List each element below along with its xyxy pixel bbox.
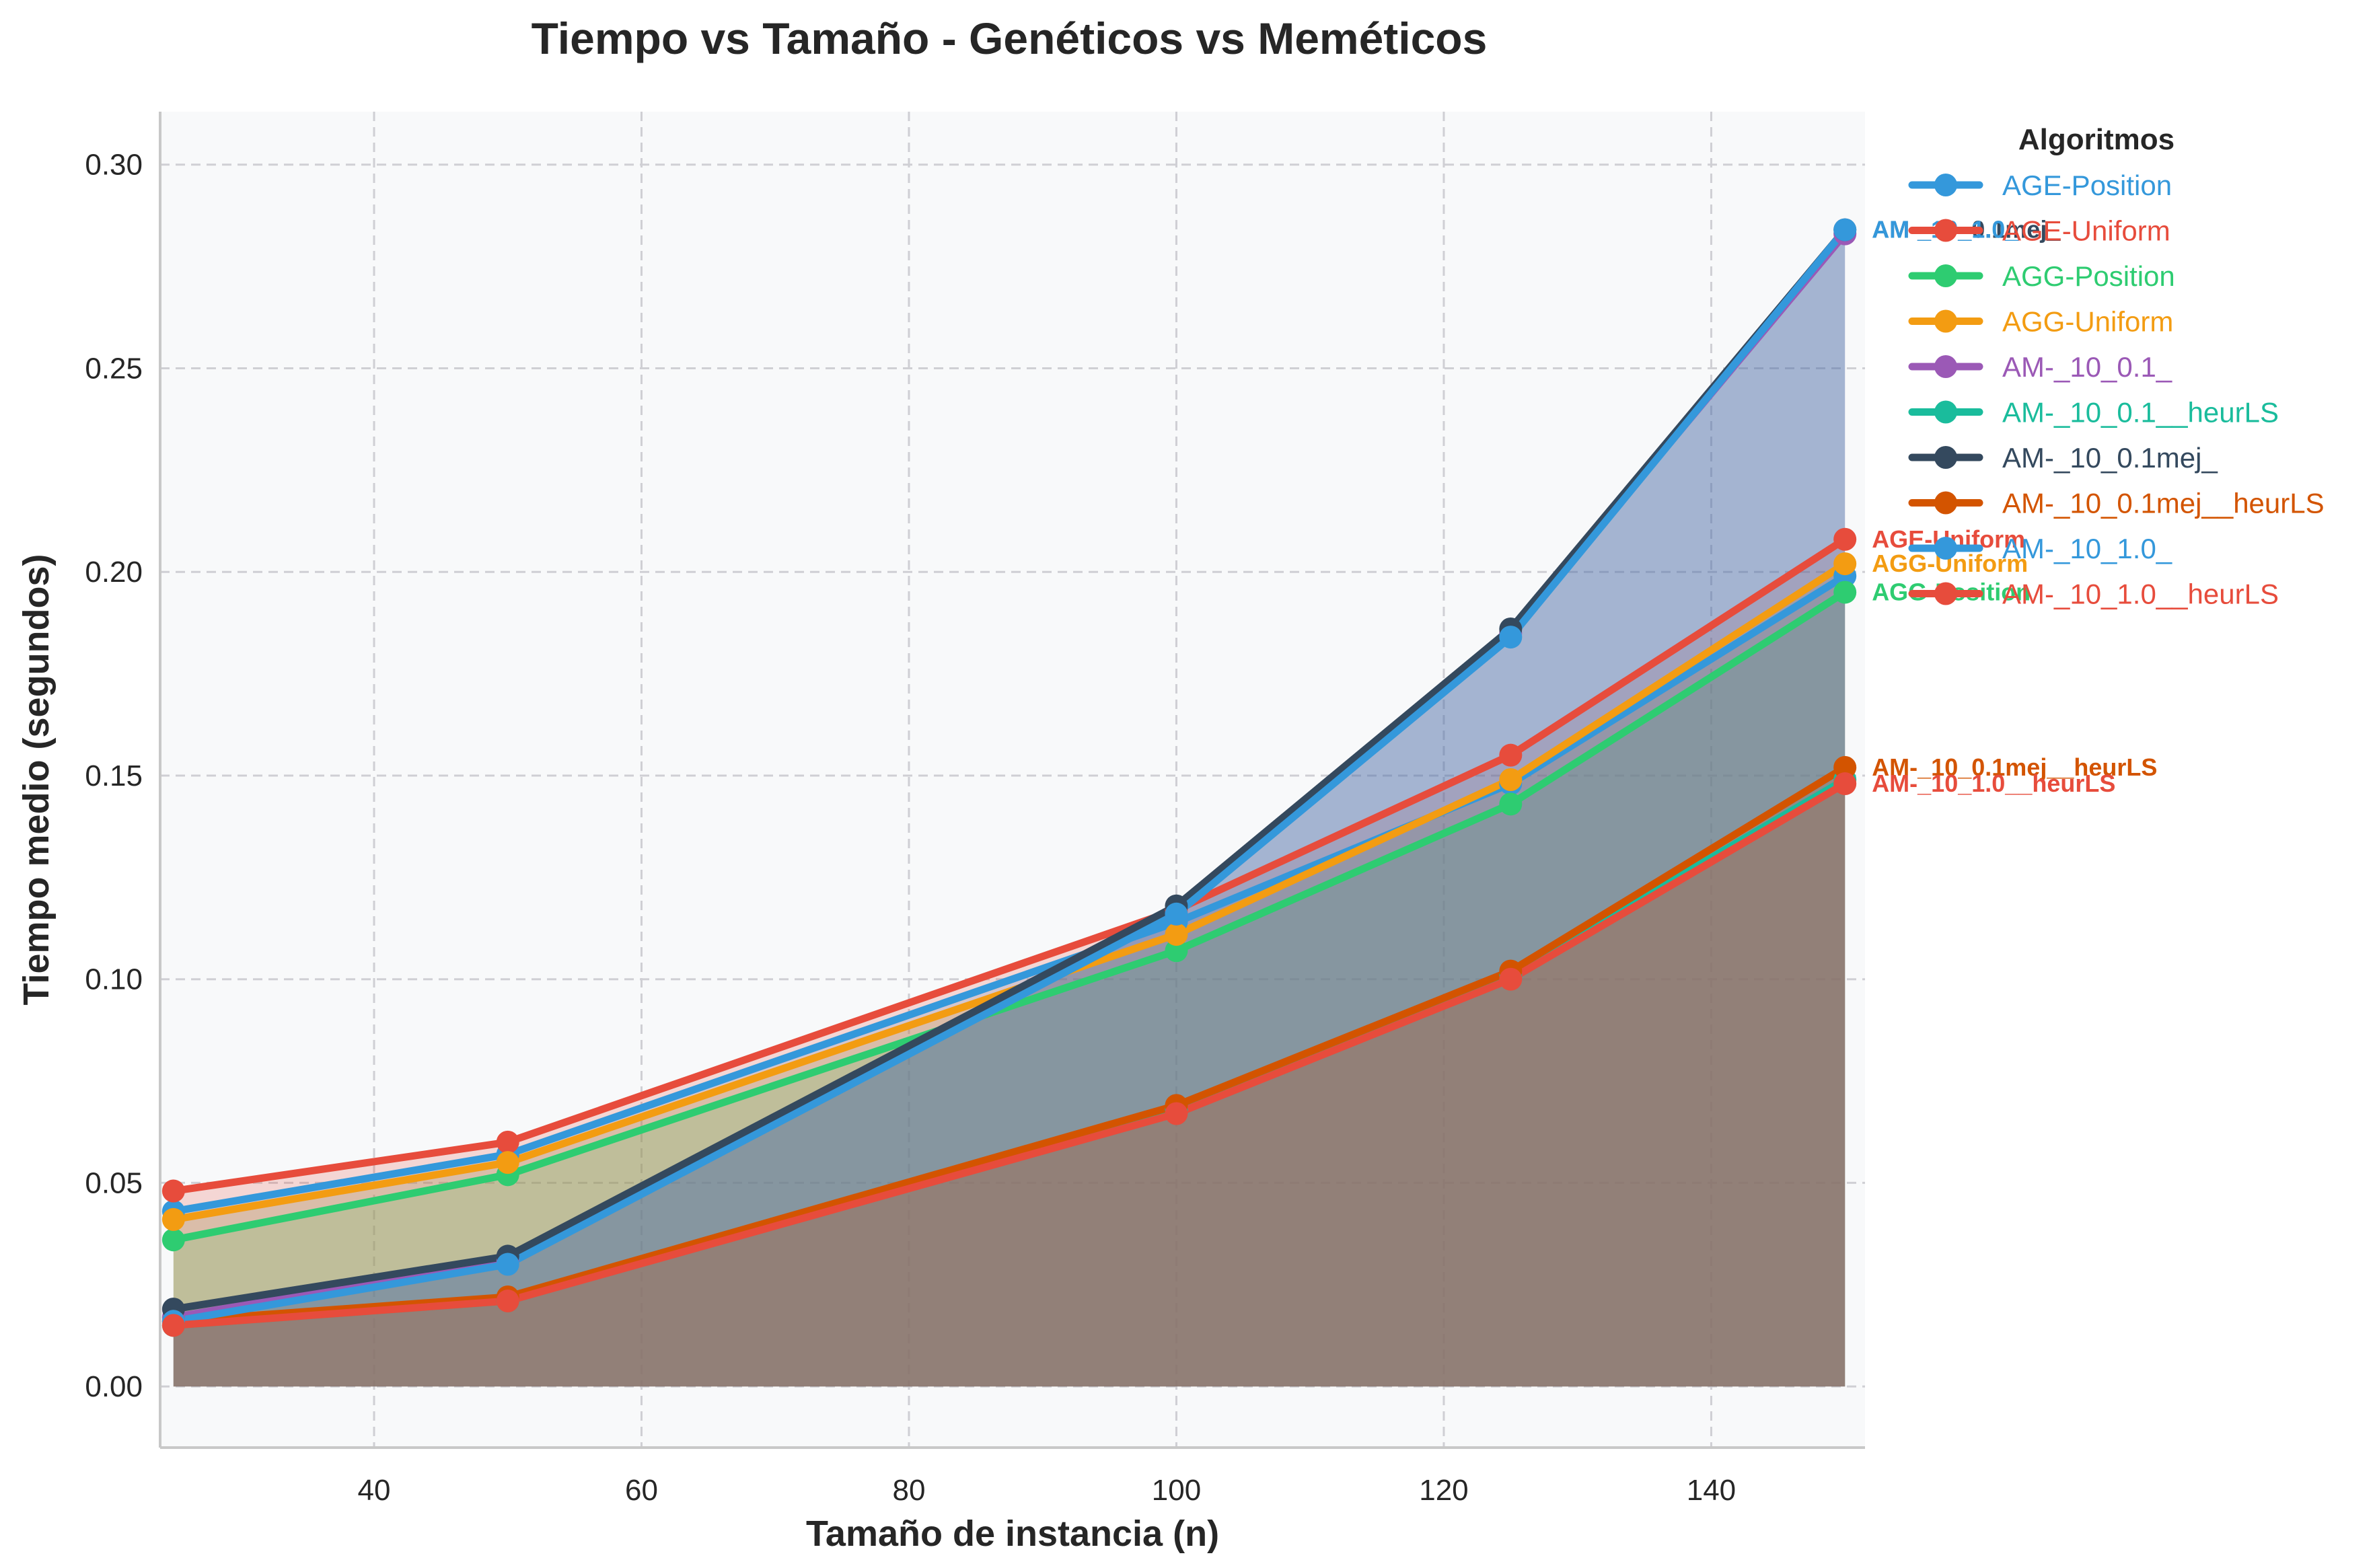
- x-tick-label: 80: [892, 1474, 925, 1507]
- data-point: [1833, 527, 1857, 551]
- legend-marker: [1934, 446, 1957, 469]
- series-area-2: [173, 592, 1846, 1387]
- data-point: [496, 1130, 519, 1154]
- data-point: [1499, 626, 1523, 649]
- legend-marker: [1934, 537, 1957, 560]
- data-point: [1833, 218, 1857, 241]
- legend-marker: [1934, 309, 1957, 333]
- legend-item[interactable]: AGG-Position: [1908, 260, 2175, 292]
- end-label-5: AM-_10_0.1mej__heurLS: [1872, 753, 2157, 781]
- legend-title: Algoritmos: [2018, 123, 2175, 156]
- data-point: [1499, 792, 1523, 816]
- legend-label: AM-_10_1.0__heurLS: [2002, 578, 2279, 610]
- axes: [159, 112, 1865, 1449]
- data-point: [1165, 923, 1188, 946]
- legend-item[interactable]: AGE-Uniform: [1908, 215, 2170, 247]
- legend-label: AM-_10_0.1__heurLS: [2002, 397, 2279, 428]
- legend-item[interactable]: AM-_10_1.0__heurLS: [1908, 578, 2279, 610]
- legend-label: AM-_10_0.1mej__heurLS: [2002, 488, 2325, 519]
- data-point: [1499, 768, 1523, 791]
- x-tick-label: 40: [358, 1474, 391, 1507]
- data-point: [161, 1179, 185, 1203]
- series-area-8: [173, 229, 1846, 1387]
- series-area-3: [173, 564, 1846, 1387]
- legend-marker: [1934, 355, 1957, 378]
- legend-marker: [1934, 174, 1957, 196]
- series-area-7: [173, 767, 1846, 1387]
- series-points: [161, 218, 1857, 1337]
- y-tick-label: 0.10: [85, 963, 143, 996]
- data-point: [496, 1151, 519, 1174]
- x-tick-label: 100: [1152, 1474, 1201, 1507]
- legend-label: AM-_10_0.1mej_: [2002, 442, 2218, 474]
- legend-label: AGG-Position: [2002, 260, 2175, 292]
- plot-area: [160, 112, 1865, 1448]
- series-areas: [173, 229, 1846, 1387]
- data-point: [1833, 581, 1857, 604]
- legend-label: AGG-Uniform: [2002, 306, 2173, 338]
- x-axis-label: Tamaño de instancia (n): [806, 1514, 1219, 1554]
- data-point: [1165, 902, 1188, 926]
- data-point: [1833, 755, 1857, 779]
- y-tick-label: 0.05: [85, 1166, 143, 1199]
- legend-label: AGE-Uniform: [2002, 215, 2170, 247]
- legend-item[interactable]: AM-_10_0.1mej__heurLS: [1908, 488, 2325, 519]
- legend-item[interactable]: AGE-Position: [1908, 170, 2172, 201]
- y-tick-label: 0.15: [85, 759, 143, 792]
- y-tick-label: 0.30: [85, 149, 143, 182]
- data-point: [1499, 967, 1523, 991]
- legend-marker: [1934, 582, 1957, 605]
- legend-marker: [1934, 491, 1957, 515]
- data-point: [1499, 743, 1523, 767]
- chart-title: Tiempo vs Tamaño - Genéticos vs Memético…: [532, 13, 1488, 63]
- data-point: [1165, 939, 1188, 963]
- series-area-4: [173, 233, 1846, 1387]
- data-point: [496, 1290, 519, 1313]
- data-point: [496, 1253, 519, 1276]
- series-area-5: [173, 780, 1846, 1387]
- legend-marker: [1934, 219, 1957, 242]
- tick-labels: 40 60 80 100 120 140 0.00 0.05 0.10 0.15 0.20 0.25 0…: [85, 149, 1736, 1507]
- legend-item[interactable]: AGG-Uniform: [1908, 306, 2173, 338]
- legend-label: AM-_10_1.0_: [2002, 533, 2172, 564]
- data-point: [161, 1207, 185, 1231]
- data-point: [1165, 1102, 1188, 1125]
- end-label-6: AM-_10_1.0__heurLS: [1872, 770, 2115, 797]
- legend-label: AGE-Position: [2002, 170, 2172, 201]
- x-tick-label: 120: [1419, 1474, 1468, 1507]
- y-tick-label: 0.25: [85, 352, 143, 385]
- legend[interactable]: Algoritmos AGE-Position AGE-Uniform AGG-Po…: [1908, 123, 2325, 610]
- y-tick-label: 0.20: [85, 556, 143, 589]
- legend-label: AM-_10_0.1_: [2002, 351, 2172, 383]
- legend-marker: [1934, 264, 1957, 287]
- y-tick-label: 0.00: [85, 1370, 143, 1403]
- legend-item[interactable]: AM-_10_0.1mej_: [1908, 442, 2218, 474]
- data-point: [1833, 772, 1857, 796]
- legend-item[interactable]: AM-_10_0.1_: [1908, 351, 2172, 383]
- series-area-9: [173, 784, 1846, 1387]
- data-point: [1833, 552, 1857, 576]
- legend-marker: [1934, 400, 1957, 424]
- y-axis-label: Tiempo medio (segundos): [16, 554, 57, 1005]
- data-point: [161, 1314, 185, 1337]
- series-area-6: [173, 229, 1846, 1387]
- x-tick-label: 140: [1687, 1474, 1736, 1507]
- data-point: [161, 1228, 185, 1252]
- legend-item[interactable]: AM-_10_1.0_: [1908, 533, 2172, 564]
- x-tick-label: 60: [625, 1474, 658, 1507]
- legend-item[interactable]: AM-_10_0.1__heurLS: [1908, 397, 2279, 428]
- series-area-1: [173, 539, 1846, 1387]
